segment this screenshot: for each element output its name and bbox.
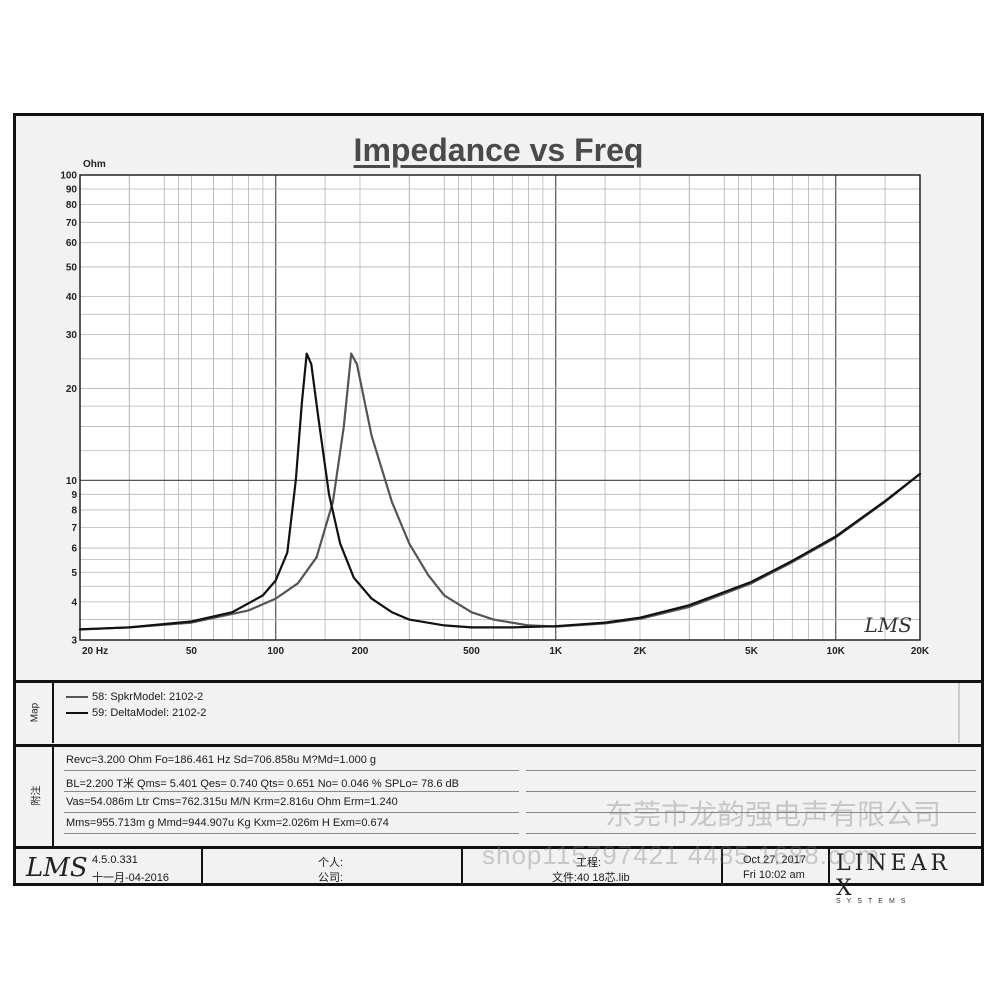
divider-line [201,849,203,886]
y-tick-label: 90 [66,184,78,195]
params-panel-label: 附注 [31,785,43,806]
y-tick-label: 8 [71,505,77,516]
param-row: Mms=955.713m g Mmd=944.907u Kg Kxm=2.026… [64,814,976,834]
x-tick-label: 50 [186,646,198,657]
y-tick-label: 40 [66,292,78,303]
company-label: 公司: [318,872,344,884]
impedance-chart: Ohm 100 90 80 70 60 50 40 30 20 10 9 8 7 6 5 4 3 20 Hz 50 10… [60,159,930,657]
date-text: Oct 27, 2017 [743,854,806,866]
divider-line [52,747,54,846]
plot-lms-logo: LMS [864,613,912,637]
y-tick-label: 5 [71,568,77,579]
plot-region: Impedance vs Freq Ohm 100 90 80 70 60 50 40 30 20… [16,116,981,681]
divider-line [721,849,723,886]
rule-line [64,833,519,834]
rule-line [64,812,519,813]
y-axis-unit-label: Ohm [83,159,106,170]
rule-line [64,770,519,771]
y-tick-label: 80 [66,200,78,211]
divider-line [52,683,54,743]
rule-line [526,833,976,834]
y-tick-label: 30 [66,330,78,341]
x-tick-label: 500 [463,646,480,657]
chart-title: Impedance vs Freq [353,132,644,168]
person-label: 个人: [318,857,344,869]
x-tick-label: 20 Hz [82,646,108,657]
linearx-logo: LINEAR X SYSTEMS [836,851,976,905]
x-tick-label: 20K [911,646,930,657]
legend-item: 59: DeltaModel: 2102-2 [66,706,206,720]
divider-line [16,846,981,849]
lms-logo: LMS [26,853,88,883]
x-tick-label: 1K [549,646,563,657]
build-date-text: 十一月-04-2016 [92,872,170,884]
param-text: BL=2.200 T米 Qms= 5.401 Qes= 0.740 Qts= 0… [66,778,460,790]
map-panel: 58: SpkrModel: 2102-2 59: DeltaModel: 21… [58,686,958,744]
x-tick-label: 5K [745,646,759,657]
y-tick-label: 70 [66,218,78,229]
legend-item: 58: SpkrModel: 2102-2 [66,690,203,704]
divider-line [958,683,960,743]
linearx-word: LINEAR X [836,851,952,901]
y-tick-label: 7 [71,523,77,534]
divider-line [828,849,830,886]
legend-swatch [66,712,88,714]
param-row: Vas=54.086m Ltr Cms=762.315u M/N Krm=2.8… [64,793,976,813]
project-label: 工程: [576,857,602,869]
divider-line [461,849,463,886]
series-line [78,352,922,631]
y-tick-label: 50 [66,262,78,273]
map-panel-label: Map [29,702,41,723]
param-text: Revc=3.200 Ohm Fo=186.461 Hz Sd=706.858u… [66,754,377,766]
x-tick-label: 200 [352,646,369,657]
y-tick-label: 100 [60,171,77,182]
param-row: BL=2.200 T米 Qms= 5.401 Qes= 0.740 Qts= 0… [64,772,976,792]
params-panel: Revc=3.200 Ohm Fo=186.461 Hz Sd=706.858u… [64,749,976,841]
footer: LMS 4.5.0.331 十一月-04-2016 个人: 公司: 工程: 文件… [16,849,981,905]
plot-frame [79,174,921,641]
param-text: Vas=54.086m Ltr Cms=762.315u M/N Krm=2.8… [66,796,398,808]
x-tick-label: 100 [267,646,284,657]
version-text: 4.5.0.331 [92,854,138,866]
y-tick-label: 4 [71,597,77,608]
lms-report-sheet: Impedance vs Freq Ohm 100 90 80 70 60 50 40 30 20… [13,113,984,905]
plot-background [80,175,920,640]
rule-line [526,770,976,771]
legend-label: 58: SpkrModel: 2102-2 [92,691,204,703]
rule-line [526,812,976,813]
time-text: Fri 10:02 am [743,869,805,881]
series-line [78,352,922,631]
y-tick-label: 20 [66,384,78,395]
param-row: Revc=3.200 Ohm Fo=186.461 Hz Sd=706.858u… [64,751,976,771]
y-tick-label: 6 [71,544,77,555]
divider-line [16,680,981,683]
y-tick-label: 3 [71,636,77,647]
legend-label: 59: DeltaModel: 2102-2 [92,707,207,719]
y-tick-label: 10 [66,476,78,487]
x-tick-label: 10K [827,646,846,657]
rule-line [526,791,976,792]
param-text: Mms=955.713m g Mmd=944.907u Kg Kxm=2.026… [66,817,389,829]
file-label: 文件:40 18芯.lib [552,872,630,884]
rule-line [64,791,519,792]
x-tick-label: 2K [634,646,648,657]
y-tick-label: 60 [66,238,78,249]
linearx-sub: SYSTEMS [836,898,912,905]
legend-swatch [66,696,88,698]
y-tick-label: 9 [71,490,77,501]
divider-line [16,744,981,747]
